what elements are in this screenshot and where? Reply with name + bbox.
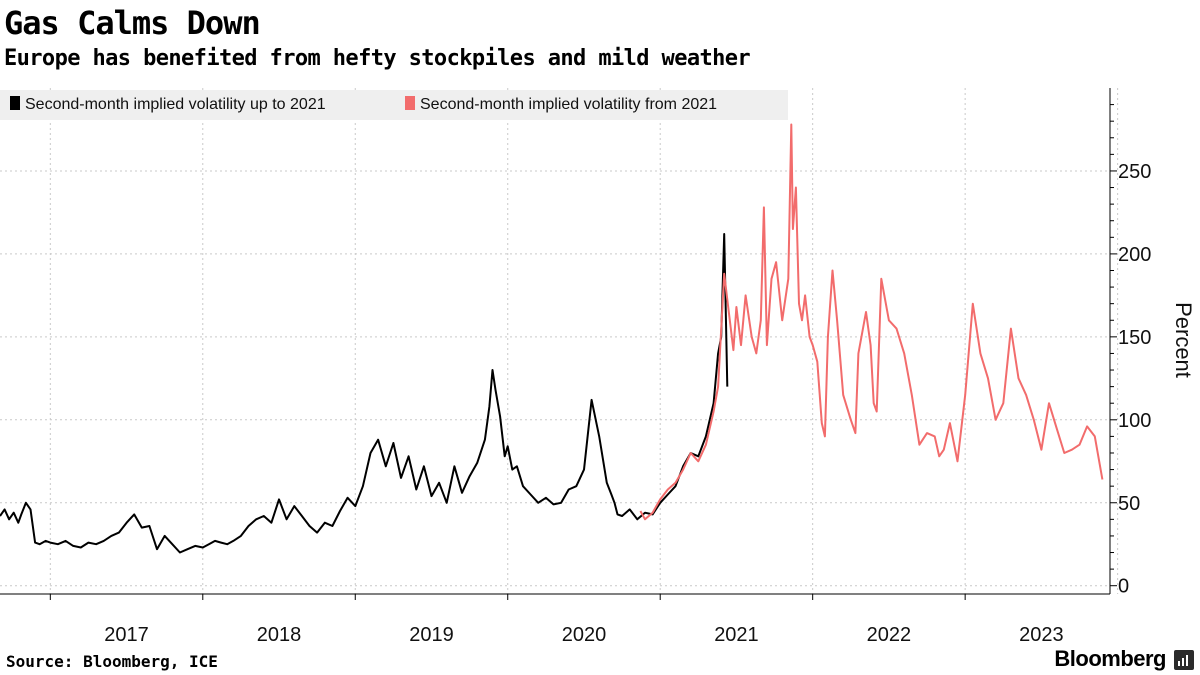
bloomberg-terminal-icon bbox=[1174, 650, 1194, 670]
brand-logo: Bloomberg bbox=[1054, 646, 1166, 671]
x-tick-label: 2021 bbox=[714, 624, 759, 646]
x-tick-label: 2023 bbox=[1019, 624, 1064, 646]
y-tick-label: 250 bbox=[1118, 161, 1151, 183]
legend-swatch-from-2021 bbox=[405, 96, 415, 110]
y-tick-label: 50 bbox=[1118, 493, 1140, 515]
legend-label-from-2021: Second-month implied volatility from 202… bbox=[420, 96, 717, 113]
legend-label-up-to-2021: Second-month implied volatility up to 20… bbox=[25, 96, 326, 113]
x-tick-label: 2018 bbox=[257, 624, 302, 646]
source-note: Source: Bloomberg, ICE bbox=[6, 652, 218, 671]
x-tick-label: 2022 bbox=[867, 624, 912, 646]
y-tick-label: 100 bbox=[1118, 410, 1151, 432]
x-tick-label: 2019 bbox=[409, 624, 454, 646]
legend-swatch-up-to-2021 bbox=[10, 96, 20, 110]
x-tick-label: 2020 bbox=[562, 624, 607, 646]
series-line-from-2021 bbox=[639, 123, 1104, 521]
series-line-up-to-2021 bbox=[0, 233, 729, 554]
y-tick-label: 200 bbox=[1118, 244, 1151, 266]
y-tick-label: 0 bbox=[1118, 576, 1129, 598]
chart-subtitle: Europe has benefited from hefty stockpil… bbox=[4, 46, 751, 71]
y-axis-label: Percent bbox=[1171, 302, 1196, 378]
legend-box bbox=[0, 90, 788, 120]
y-tick-label: 150 bbox=[1118, 327, 1151, 349]
x-tick-label: 2017 bbox=[104, 624, 149, 646]
chart-title: Gas Calms Down bbox=[4, 4, 261, 42]
